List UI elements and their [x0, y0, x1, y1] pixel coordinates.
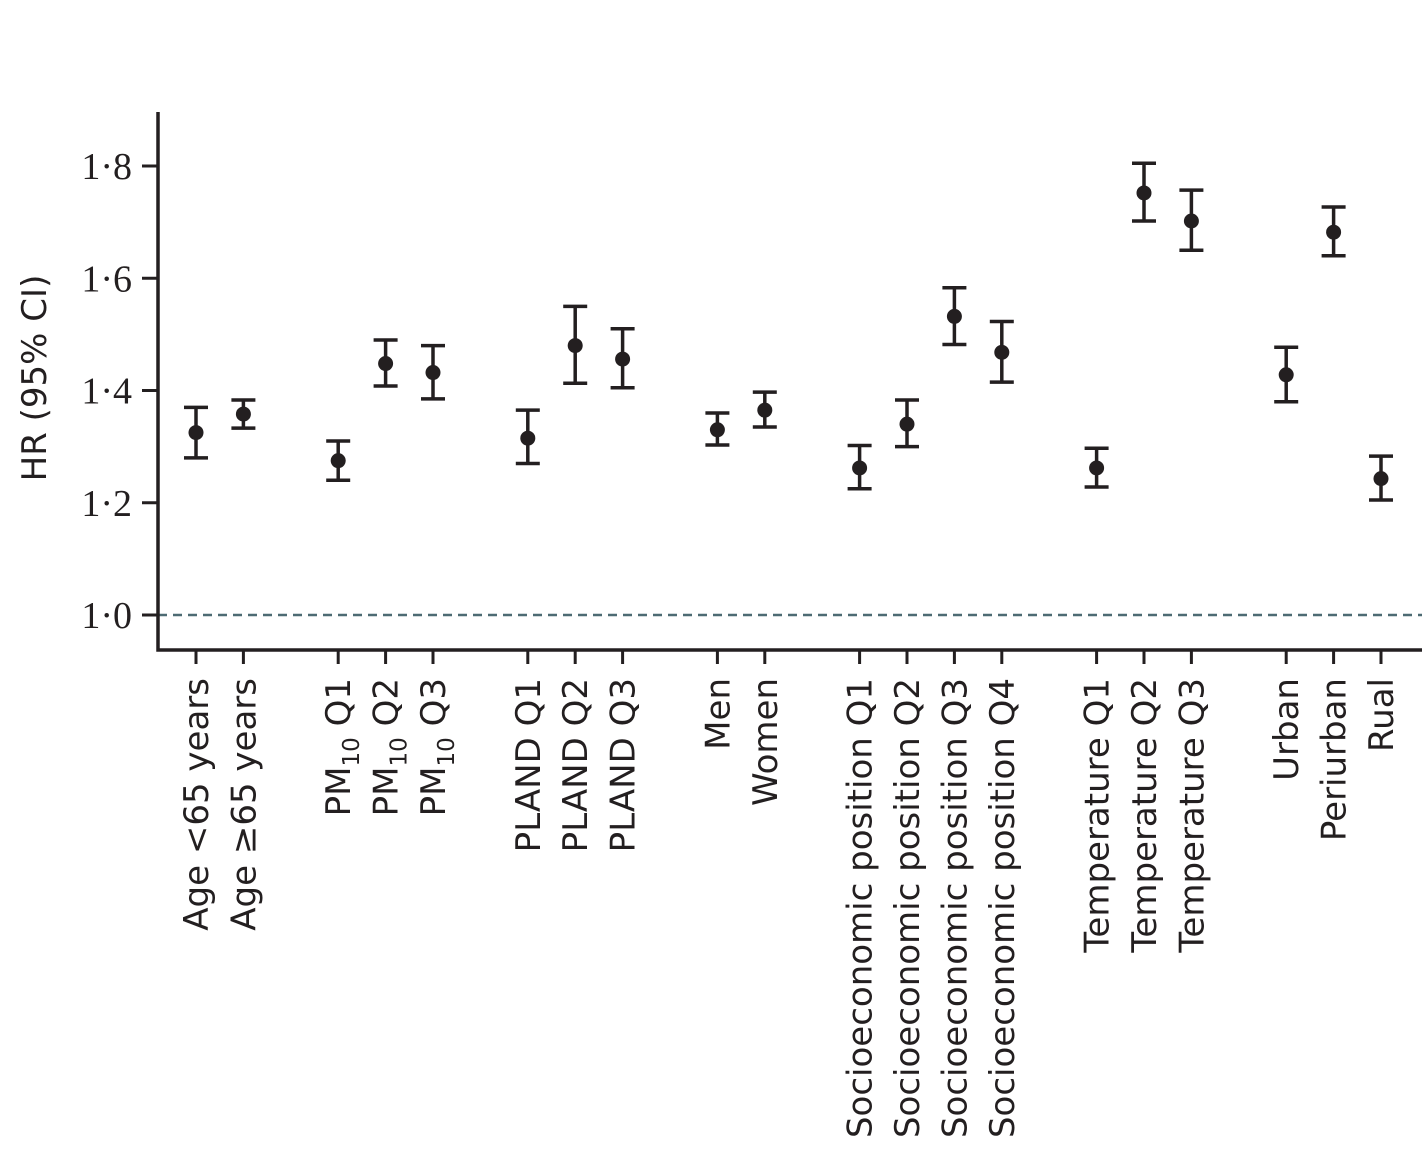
x-tick-label-18: Periurban	[1315, 678, 1355, 841]
x-tick-label-text: Women	[746, 678, 786, 806]
x-tick-label-0: Age <65 years	[177, 678, 217, 931]
x-tick-label-7: PLAND Q3	[604, 678, 644, 852]
x-tick-label-12: Socioeconomic position Q3	[935, 678, 975, 1138]
x-tick-label-19: Rual	[1362, 678, 1402, 752]
estimate-17	[1274, 345, 1299, 404]
estimate-11	[895, 398, 919, 449]
point-estimate	[235, 406, 251, 422]
x-tick-label-text: PLAND Q3	[604, 678, 644, 852]
x-tick-label-9: Women	[746, 678, 786, 806]
point-estimate	[520, 430, 536, 446]
point-estimate	[994, 344, 1010, 360]
point-estimate	[709, 422, 725, 438]
estimate-14	[1084, 446, 1109, 489]
estimate-15	[1132, 161, 1156, 223]
point-estimate	[1326, 224, 1342, 240]
point-estimate	[1136, 185, 1152, 201]
y-tick-label-3: 1·6	[81, 258, 132, 300]
estimate-19	[1369, 454, 1393, 502]
point-estimate	[1183, 213, 1199, 229]
point-estimate	[1089, 460, 1105, 476]
estimate-2	[326, 439, 351, 483]
point-estimate	[946, 308, 962, 324]
x-tick-label-1: Age ≥65 years	[224, 678, 264, 931]
x-tick-label-text: Urban	[1267, 678, 1307, 781]
axes-frame	[156, 112, 1422, 652]
x-tick-label-subscript: 10	[387, 737, 413, 766]
point-estimate	[425, 365, 441, 381]
estimate-6	[563, 304, 588, 385]
point-estimate	[852, 460, 868, 476]
x-tick-label-17: Urban	[1267, 678, 1307, 781]
estimate-0	[184, 405, 208, 460]
estimate-18	[1321, 205, 1346, 258]
estimate-8	[705, 411, 730, 447]
x-tick-label-text: PM	[414, 766, 454, 816]
x-tick-label-11: Socioeconomic position Q2	[888, 678, 928, 1138]
estimate-13	[989, 319, 1014, 384]
estimate-16	[1179, 188, 1204, 252]
y-tick-label-2: 1·4	[81, 371, 132, 413]
x-tick-label-3: PM10 Q2	[367, 678, 413, 816]
x-tick-label-text: Periurban	[1315, 678, 1355, 841]
estimate-7	[610, 327, 635, 390]
estimate-10	[847, 443, 872, 491]
y-axis-label: HR (95% CI)	[15, 275, 55, 482]
point-estimate	[1278, 367, 1294, 383]
point-estimate	[567, 338, 583, 354]
point-estimate	[899, 416, 915, 432]
estimate-4	[421, 343, 445, 401]
x-tick-label-text: Temperature Q2	[1125, 678, 1165, 954]
x-tick-label-text: Socioeconomic position Q2	[888, 678, 928, 1138]
estimate-3	[373, 338, 398, 388]
x-tick-label-text: Socioeconomic position Q4	[983, 678, 1023, 1138]
x-tick-label-text: PM	[319, 766, 359, 816]
x-tick-label-4: PM10 Q3	[414, 678, 460, 816]
estimate-1	[231, 398, 256, 430]
x-tick-label-text: Men	[698, 678, 738, 750]
point-estimate	[188, 425, 204, 441]
x-tick-label-15: Temperature Q2	[1125, 678, 1165, 954]
point-estimate	[378, 356, 394, 372]
x-tick-label-text: Age <65 years	[177, 678, 217, 931]
y-axis-ticks: 1·0 1·2 1·4 1·6 1·8	[81, 146, 158, 637]
x-tick-label-suffix: Q2	[367, 678, 407, 737]
point-estimate	[1373, 471, 1389, 487]
x-tick-label-suffix: Q3	[414, 678, 454, 737]
x-tick-label-text: PM	[367, 766, 407, 816]
x-tick-label-text: Socioeconomic position Q3	[935, 678, 975, 1138]
y-tick-label-1: 1·2	[81, 483, 132, 525]
x-tick-label-8: Men	[698, 678, 738, 750]
x-tick-label-13: Socioeconomic position Q4	[983, 678, 1023, 1138]
x-tick-label-text: PLAND Q2	[556, 678, 596, 852]
x-tick-label-text: Rual	[1362, 678, 1402, 752]
point-estimate	[330, 453, 346, 469]
point-estimate	[757, 402, 773, 418]
estimate-5	[515, 408, 540, 466]
x-tick-label-text: Age ≥65 years	[224, 678, 264, 931]
x-tick-label-text: Temperature Q3	[1172, 678, 1212, 954]
estimate-12	[942, 286, 967, 347]
x-tick-label-text: Temperature Q1	[1078, 678, 1118, 954]
x-tick-label-subscript: 10	[339, 737, 365, 766]
x-tick-label-16: Temperature Q3	[1172, 678, 1212, 954]
x-tick-label-text: PLAND Q1	[509, 678, 549, 852]
y-tick-label-4: 1·8	[81, 146, 132, 188]
x-tick-label-text: Socioeconomic position Q1	[841, 678, 881, 1138]
x-tick-label-6: PLAND Q2	[556, 678, 596, 852]
x-tick-label-10: Socioeconomic position Q1	[841, 678, 881, 1138]
x-tick-label-14: Temperature Q1	[1078, 678, 1118, 954]
estimate-9	[752, 390, 777, 429]
x-tick-label-subscript: 10	[434, 737, 460, 766]
y-tick-label-0: 1·0	[81, 595, 132, 637]
data-points	[184, 161, 1393, 502]
point-estimate	[615, 351, 631, 367]
x-tick-label-5: PLAND Q1	[509, 678, 549, 852]
x-tick-label-2: PM10 Q1	[319, 678, 365, 816]
x-tick-label-suffix: Q1	[319, 678, 359, 737]
